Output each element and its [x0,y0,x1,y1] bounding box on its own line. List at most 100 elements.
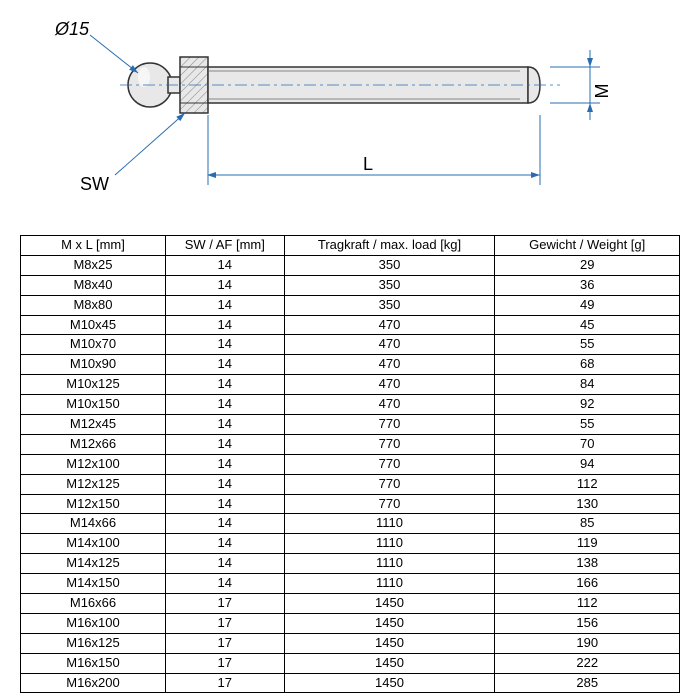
table-row: M14x125141110138 [21,554,680,574]
cell-load: 470 [284,355,495,375]
cell-mxl: M12x100 [21,454,166,474]
cell-sw: 14 [165,574,284,594]
cell-mxl: M10x90 [21,355,166,375]
cell-load: 470 [284,315,495,335]
table-row: M14x100141110119 [21,534,680,554]
header-weight: Gewicht / Weight [g] [495,236,680,256]
cell-weight: 166 [495,574,680,594]
table-row: M14x150141110166 [21,574,680,594]
cell-weight: 55 [495,415,680,435]
cell-load: 1450 [284,633,495,653]
cell-sw: 17 [165,613,284,633]
cell-load: 770 [284,454,495,474]
cell-sw: 14 [165,494,284,514]
cell-mxl: M12x150 [21,494,166,514]
table-row: M16x100171450156 [21,613,680,633]
cell-sw: 17 [165,653,284,673]
cell-load: 350 [284,255,495,275]
technical-diagram: Ø15 SW L M [20,15,620,215]
table-row: M16x66171450112 [21,594,680,614]
cell-weight: 119 [495,534,680,554]
cell-load: 470 [284,335,495,355]
cell-sw: 14 [165,474,284,494]
table-row: M10x701447055 [21,335,680,355]
cell-sw: 17 [165,673,284,693]
cell-sw: 14 [165,315,284,335]
cell-mxl: M16x100 [21,613,166,633]
cell-sw: 14 [165,514,284,534]
cell-mxl: M16x66 [21,594,166,614]
cell-mxl: M16x200 [21,673,166,693]
table-row: M16x150171450222 [21,653,680,673]
cell-load: 350 [284,295,495,315]
cell-weight: 138 [495,554,680,574]
table-row: M16x125171450190 [21,633,680,653]
cell-mxl: M16x150 [21,653,166,673]
cell-load: 770 [284,434,495,454]
table-row: M10x1501447092 [21,395,680,415]
cell-sw: 17 [165,633,284,653]
header-mxl: M x L [mm] [21,236,166,256]
table-row: M14x6614111085 [21,514,680,534]
cell-load: 770 [284,494,495,514]
sw-label: SW [80,174,109,194]
cell-load: 1110 [284,514,495,534]
cell-load: 1110 [284,574,495,594]
cell-weight: 49 [495,295,680,315]
cell-load: 1450 [284,653,495,673]
cell-sw: 14 [165,355,284,375]
cell-sw: 14 [165,375,284,395]
cell-mxl: M12x125 [21,474,166,494]
cell-load: 1110 [284,534,495,554]
table-row: M12x15014770130 [21,494,680,514]
cell-mxl: M12x66 [21,434,166,454]
cell-weight: 94 [495,454,680,474]
cell-sw: 14 [165,434,284,454]
cell-sw: 14 [165,395,284,415]
cell-mxl: M10x70 [21,335,166,355]
cell-weight: 45 [495,315,680,335]
l-label: L [363,154,373,174]
cell-weight: 68 [495,355,680,375]
cell-weight: 222 [495,653,680,673]
cell-mxl: M8x80 [21,295,166,315]
spec-table: M x L [mm] SW / AF [mm] Tragkraft / max.… [20,235,680,693]
cell-weight: 112 [495,594,680,614]
cell-weight: 36 [495,275,680,295]
cell-sw: 14 [165,415,284,435]
cell-weight: 190 [495,633,680,653]
cell-weight: 112 [495,474,680,494]
cell-sw: 14 [165,534,284,554]
cell-weight: 285 [495,673,680,693]
diameter-label: Ø15 [54,19,90,39]
cell-mxl: M14x100 [21,534,166,554]
cell-weight: 130 [495,494,680,514]
cell-weight: 85 [495,514,680,534]
cell-sw: 14 [165,255,284,275]
cell-load: 1110 [284,554,495,574]
cell-weight: 29 [495,255,680,275]
m-label: M [592,84,612,99]
cell-mxl: M14x66 [21,514,166,534]
cell-load: 1450 [284,613,495,633]
cell-sw: 17 [165,594,284,614]
table-row: M8x251435029 [21,255,680,275]
cell-mxl: M10x45 [21,315,166,335]
table-row: M10x901447068 [21,355,680,375]
table-row: M16x200171450285 [21,673,680,693]
cell-sw: 14 [165,335,284,355]
table-row: M10x451447045 [21,315,680,335]
cell-weight: 55 [495,335,680,355]
cell-mxl: M8x40 [21,275,166,295]
cell-load: 1450 [284,594,495,614]
cell-load: 1450 [284,673,495,693]
table-row: M8x401435036 [21,275,680,295]
cell-sw: 14 [165,554,284,574]
cell-mxl: M8x25 [21,255,166,275]
cell-mxl: M10x125 [21,375,166,395]
cell-mxl: M16x125 [21,633,166,653]
table-row: M8x801435049 [21,295,680,315]
cell-weight: 84 [495,375,680,395]
spec-table-container: M x L [mm] SW / AF [mm] Tragkraft / max.… [20,235,680,693]
cell-load: 470 [284,395,495,415]
